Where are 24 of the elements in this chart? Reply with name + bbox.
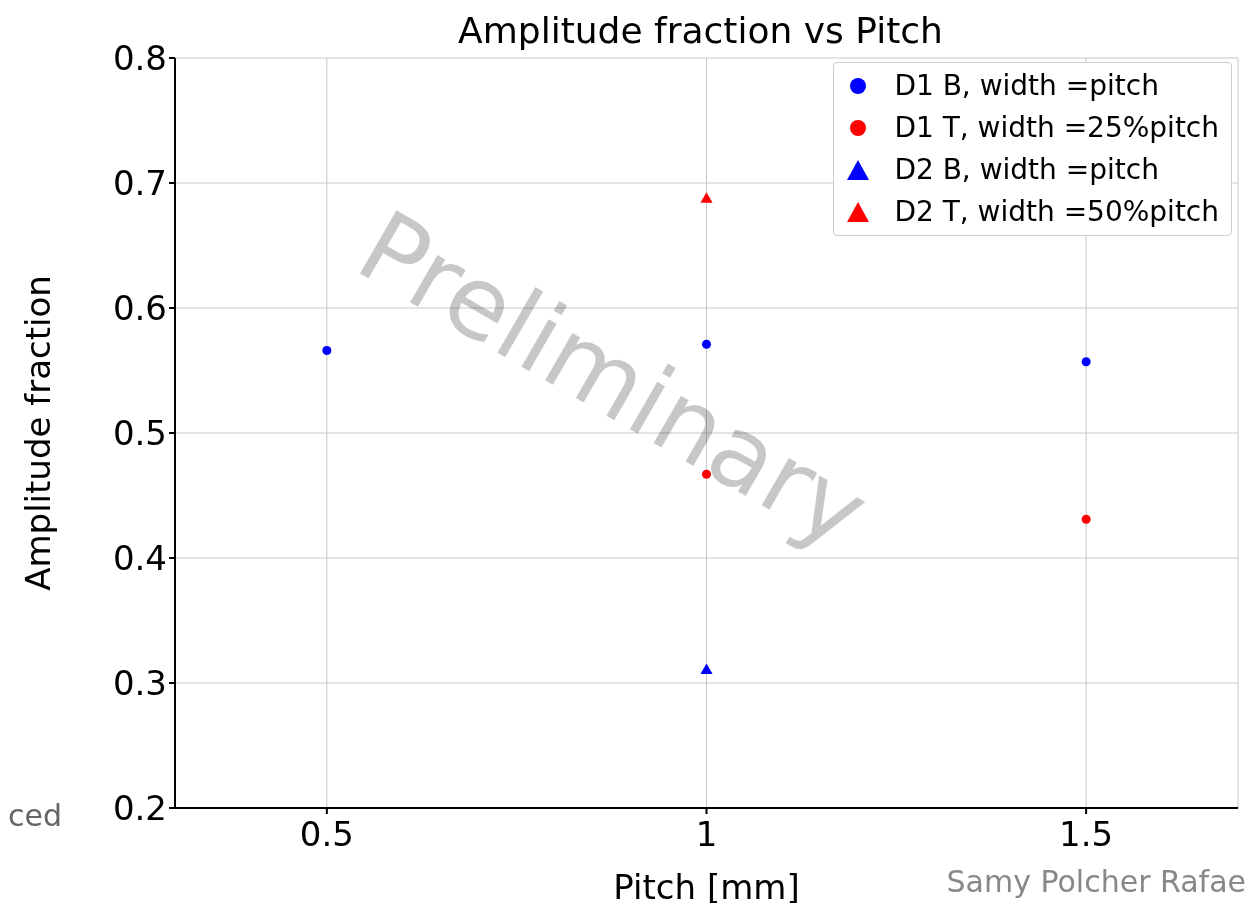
point xyxy=(1081,514,1091,524)
legend-label: D1 B, width =pitch xyxy=(894,68,1159,104)
point xyxy=(1081,357,1091,367)
text: Samy Polcher Rafae xyxy=(946,864,1246,899)
x-axis-title: Pitch [mm] xyxy=(613,867,800,907)
chart-title: Amplitude fraction vs Pitch xyxy=(458,10,943,51)
y-tick-label: 0.3 xyxy=(112,663,167,704)
x-tick-label: 1 xyxy=(695,814,718,855)
legend-label: D2 B, width =pitch xyxy=(894,152,1159,188)
legend-label: D2 T, width =50%pitch xyxy=(894,194,1219,230)
x-tick-label: 0.5 xyxy=(299,814,354,855)
y-tick-label: 0.2 xyxy=(112,788,167,829)
y-tick-label: 0.5 xyxy=(112,413,167,454)
y-tick-label: 0.7 xyxy=(112,163,167,204)
y-tick-label: 0.4 xyxy=(112,538,167,579)
point xyxy=(700,663,713,675)
x-tick-label: 1.5 xyxy=(1059,814,1114,855)
y-axis-title: Amplitude fraction xyxy=(18,275,59,591)
text: ced xyxy=(8,798,62,833)
y-tick-label: 0.8 xyxy=(112,38,167,79)
point xyxy=(700,192,713,203)
y-tick-label: 0.6 xyxy=(112,288,167,329)
point xyxy=(322,345,332,356)
legend-label: D1 T, width =25%pitch xyxy=(894,110,1219,146)
